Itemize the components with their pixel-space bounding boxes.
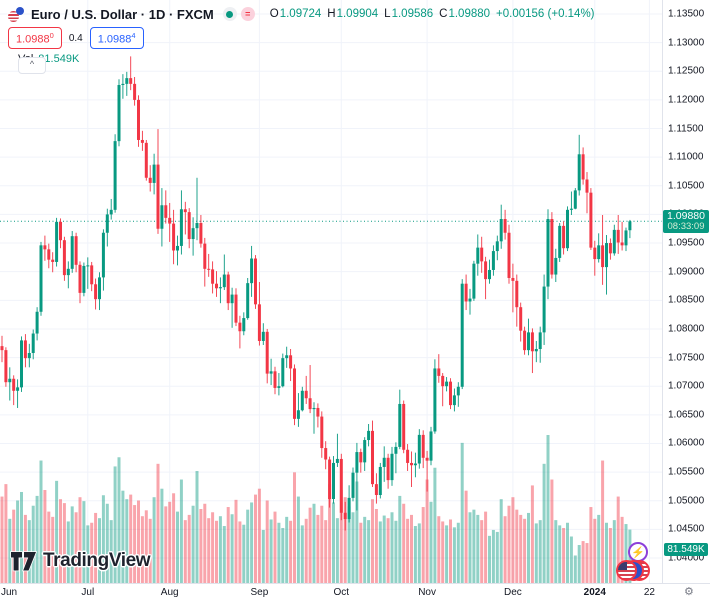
eurusd-pair-icon (8, 6, 24, 22)
us-flag-icon (616, 560, 637, 581)
price-tick-label: 1.10500 (668, 180, 705, 192)
chart-legend: Euro / U.S. Dollar · 1D · FXCM = O1.0972… (8, 5, 595, 65)
time-tick-label: 2024 (583, 587, 606, 598)
price-tick-label: 1.08000 (668, 323, 705, 335)
price-tick-label: 1.11000 (668, 151, 704, 163)
ohlc-values: O1.09724 H1.09904 L1.09586 C1.09880 +0.0… (269, 8, 595, 20)
price-tick-label: 1.07500 (668, 352, 705, 364)
price-tick-label: 1.07000 (668, 380, 705, 392)
bid-price-button[interactable]: 1.09880 (8, 26, 62, 50)
price-tick-label: 1.12500 (668, 65, 705, 77)
price-tick-label: 1.09500 (668, 237, 705, 249)
time-tick-label: Aug (160, 587, 179, 598)
bar-countdown: 08:33:09 (667, 221, 705, 233)
economic-calendar-flags-icon[interactable] (616, 560, 654, 581)
time-tick-label: Sep (250, 587, 269, 598)
high-value: 1.09904 (336, 8, 379, 20)
last-price-value: 1.09880 (667, 210, 705, 223)
last-price-badge: 1.09880 08:33:09 (663, 210, 709, 234)
price-axis[interactable]: 1.13500 1.13000 1.12500 1.12000 1.11500 1.110… (662, 0, 710, 583)
price-tick-label: 1.04500 (668, 523, 705, 535)
price-tick-label: 1.11500 (668, 123, 704, 135)
change-value: +0.00156 (+0.14%) (496, 8, 595, 20)
chevron-up-icon: ^ (29, 59, 35, 69)
volume-legend: Vol 81.549K (18, 53, 595, 65)
events-lightning-icon[interactable]: ⚡ (628, 542, 648, 562)
price-tick-label: 1.13500 (668, 8, 705, 20)
price-tick-label: 1.06500 (668, 409, 705, 421)
time-axis[interactable]: Jun Jul Aug Sep Oct Nov Dec 2024 22 (0, 583, 710, 600)
close-value: 1.09880 (448, 8, 491, 20)
time-tick-label: Jun (0, 587, 18, 598)
low-value: 1.09586 (391, 8, 434, 20)
price-tick-label: 1.05500 (668, 466, 705, 478)
open-value: 1.09724 (279, 8, 322, 20)
price-tick-label: 1.09000 (668, 266, 705, 278)
time-tick-label: Dec (503, 587, 522, 598)
time-tick-label: Oct (333, 587, 350, 598)
delayed-data-icon[interactable]: = (240, 7, 255, 21)
time-tick-label: Nov (418, 587, 436, 598)
tradingview-logo[interactable]: TradingView (10, 550, 151, 572)
collapse-legend-button[interactable]: ^ (18, 57, 46, 74)
time-tick-label: 22 (643, 587, 655, 598)
ask-price-button[interactable]: 1.09884 (89, 26, 144, 50)
market-open-icon[interactable] (222, 7, 237, 21)
volume-value: 81.549K (38, 53, 80, 65)
axis-settings-gear-icon[interactable]: ⚙ (684, 586, 694, 598)
time-tick-label: Jul (81, 587, 95, 598)
price-tick-label: 1.12000 (668, 94, 705, 106)
spread-value: 0.4 (68, 32, 83, 44)
price-tick-label: 1.05000 (668, 495, 705, 507)
price-tick-label: 1.13000 (668, 37, 705, 49)
symbol-title[interactable]: Euro / U.S. Dollar · 1D · FXCM (31, 6, 214, 22)
price-tick-label: 1.06000 (668, 437, 705, 449)
volume-badge: 81.549K (664, 543, 708, 556)
tradingview-logo-icon (10, 550, 37, 571)
price-tick-label: 1.08500 (668, 294, 705, 306)
price-tick-label: 1.04000 (668, 552, 705, 564)
